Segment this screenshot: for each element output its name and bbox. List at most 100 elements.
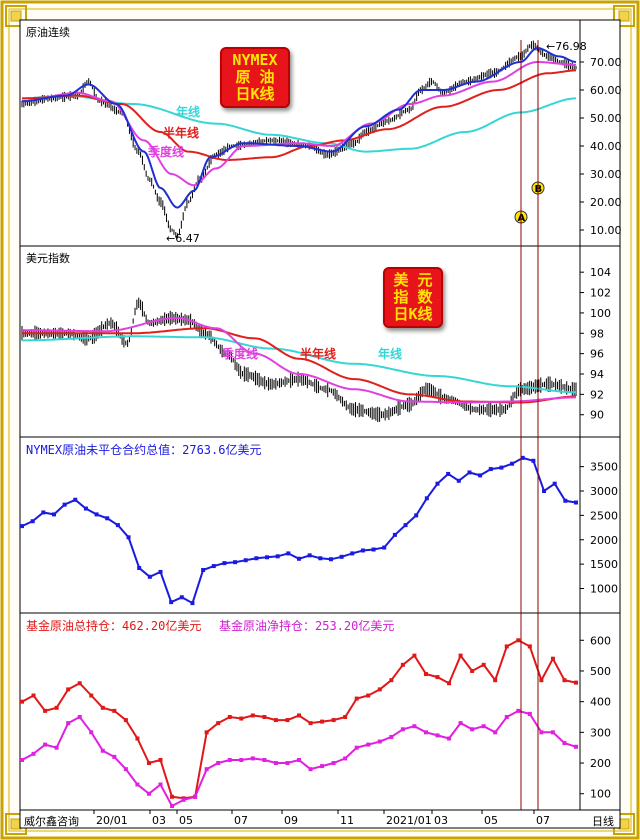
x-tick-label: 2021/01 xyxy=(386,814,432,827)
fund-positions-panel: 100 200 300 400 500 600 xyxy=(20,634,611,808)
series-point xyxy=(435,481,440,486)
series-point xyxy=(135,782,140,787)
series-point xyxy=(447,736,452,741)
series-point xyxy=(562,741,567,746)
y-tick-label: 50.00 xyxy=(590,112,622,125)
x-tick-label: 03 xyxy=(152,814,166,827)
series-point xyxy=(343,756,348,761)
series-point xyxy=(43,742,48,747)
event-vertical-lines xyxy=(520,40,539,810)
series-point xyxy=(66,687,71,692)
series-point xyxy=(308,721,313,726)
series-point xyxy=(542,489,547,493)
y-tick-label: 104 xyxy=(590,266,611,279)
series-point xyxy=(62,502,67,507)
series-point xyxy=(137,566,142,571)
series-point xyxy=(89,730,94,735)
series-point xyxy=(193,794,198,799)
series-point xyxy=(488,467,493,472)
series-point xyxy=(89,693,94,698)
series-point xyxy=(227,757,232,762)
plot-area xyxy=(19,19,621,829)
dxy-yearly-ma-line xyxy=(22,335,576,394)
series-point xyxy=(331,718,336,723)
series-point xyxy=(377,739,382,744)
corner-ornament-inner xyxy=(618,10,630,22)
series-point xyxy=(499,465,504,470)
dollar-index-panel: 90 92 94 96 98 100 102 104 季度线 半年线 年线 xyxy=(21,266,611,423)
crude-panel-title: 原油连续 xyxy=(26,26,70,39)
y-tick-label: 2000 xyxy=(590,534,618,547)
x-tick-label: 07 xyxy=(536,814,550,827)
series-point xyxy=(504,644,509,649)
dxy-ma-series-label: 季度线 xyxy=(221,346,258,361)
series-point xyxy=(520,455,525,460)
series-point xyxy=(516,638,521,643)
series-point xyxy=(204,767,209,772)
series-point xyxy=(158,757,163,762)
series-point xyxy=(112,754,117,759)
series-point xyxy=(77,715,82,719)
funds-net-title: 基金原油净持仓：253.20亿美元 xyxy=(219,619,395,633)
crude-badge-line-2: 原 油 xyxy=(235,68,275,86)
dxy-ma-series-label: 年线 xyxy=(378,346,402,361)
series-point xyxy=(250,713,255,718)
series-point xyxy=(20,699,24,704)
series-point xyxy=(423,672,428,677)
corner-ornament xyxy=(613,5,635,27)
series-point xyxy=(115,523,120,528)
series-point xyxy=(265,555,270,560)
series-point xyxy=(456,478,461,483)
series-point xyxy=(574,744,578,749)
series-point xyxy=(250,756,255,761)
y-tick-label: 300 xyxy=(590,726,611,739)
series-point xyxy=(211,564,216,569)
series-point xyxy=(190,601,195,606)
series-point xyxy=(170,794,175,799)
series-point xyxy=(331,761,336,766)
series-point xyxy=(392,532,397,537)
series-point xyxy=(123,767,128,772)
series-point xyxy=(435,733,440,738)
series-point xyxy=(54,745,59,750)
series-point xyxy=(318,556,323,561)
quarterly-ma-line xyxy=(22,61,576,187)
y-tick-label: 92 xyxy=(590,388,604,401)
series-point xyxy=(100,748,105,753)
series-point xyxy=(201,567,206,572)
series-point xyxy=(83,506,88,511)
y-tick-label: 3000 xyxy=(590,485,618,498)
series-point xyxy=(73,497,78,502)
series-point xyxy=(377,687,382,692)
y-tick-label: 40.00 xyxy=(590,140,622,153)
series-point xyxy=(552,481,557,486)
low-annotation: ←6.47 xyxy=(166,232,200,245)
series-point xyxy=(350,551,355,556)
series-point xyxy=(516,708,521,713)
series-point xyxy=(400,662,405,667)
series-point xyxy=(262,757,267,762)
series-point xyxy=(146,791,151,796)
series-point xyxy=(478,473,483,478)
series-point xyxy=(354,745,359,750)
series-point xyxy=(412,724,417,729)
y-tick-label: 1500 xyxy=(590,558,618,571)
series-point xyxy=(366,693,371,698)
series-point xyxy=(414,513,419,518)
series-point xyxy=(539,730,544,735)
series-point xyxy=(181,797,186,802)
series-point xyxy=(100,705,105,710)
series-point xyxy=(273,761,278,766)
y-tick-label: 98 xyxy=(590,327,604,340)
series-point xyxy=(447,681,452,686)
y-tick-label: 20.00 xyxy=(590,196,622,209)
x-tick-label: 20/01 xyxy=(96,814,128,827)
dxy-badge-line-3: 日K线 xyxy=(393,305,433,323)
series-point xyxy=(233,560,238,565)
series-point xyxy=(403,523,408,528)
series-point xyxy=(574,500,578,505)
series-point xyxy=(297,713,301,718)
oi-panel-title: NYMEX原油未平仓合约总值：2763.6亿美元 xyxy=(26,443,262,457)
crude-badge: NYMEX 原 油 日K线 xyxy=(220,47,290,108)
